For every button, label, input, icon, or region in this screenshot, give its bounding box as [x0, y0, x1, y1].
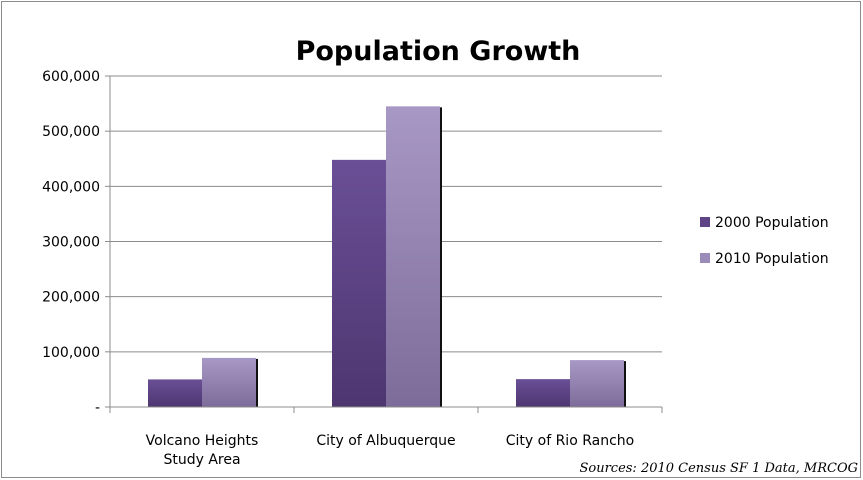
legend-swatch — [700, 253, 710, 263]
y-tick-label: 200,000 — [42, 290, 100, 306]
y-tick-label: 400,000 — [42, 179, 100, 195]
bars — [148, 106, 626, 407]
chart-title: Population Growth — [296, 36, 581, 67]
category-label: City of Albuquerque — [316, 433, 455, 449]
y-tick-label: 100,000 — [42, 345, 100, 361]
bar-2010-population — [570, 360, 624, 407]
y-tick-label: 500,000 — [42, 124, 100, 140]
y-tick-label: 600,000 — [42, 69, 100, 85]
legend-label: 2010 Population — [715, 251, 829, 267]
y-axis-ticks: - 100,000 200,000 300,000 400,000 500,000 600,… — [42, 69, 110, 416]
category-label: Volcano Heights Study Area — [146, 433, 259, 468]
legend-label: 2000 Population — [715, 215, 829, 231]
y-tick-label: 300,000 — [42, 235, 100, 251]
bar-2010-population — [386, 106, 440, 407]
bar-2000-population — [332, 159, 386, 407]
bar-2000-population — [516, 379, 570, 407]
category-label: City of Rio Rancho — [506, 433, 634, 449]
y-tick-label: - — [95, 400, 100, 416]
legend-swatch — [700, 217, 710, 227]
axes — [109, 76, 663, 413]
category-labels: Volcano Heights Study Area City of Albuque… — [146, 433, 635, 468]
legend: 2000 Population 2010 Population — [700, 215, 829, 267]
bar-2010-population — [202, 357, 256, 407]
source-note: Sources: 2010 Census SF 1 Data, MRCOG — [579, 461, 858, 476]
bar-2000-population — [148, 379, 202, 407]
